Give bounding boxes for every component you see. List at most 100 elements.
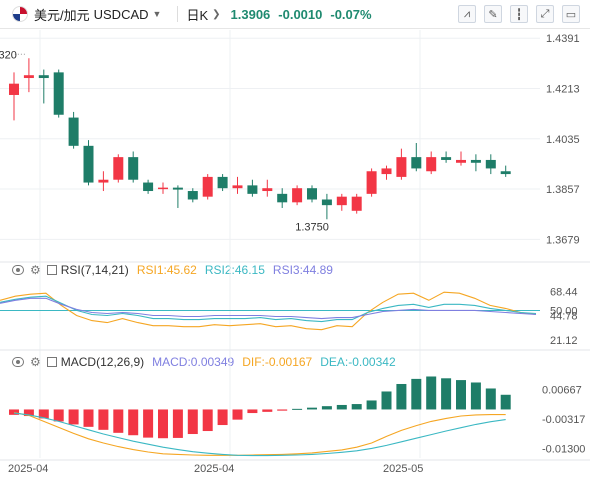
rsi-line-2 [0,295,537,323]
rsi3-value: RSI3:44.89 [272,263,333,277]
candle-body [128,157,139,180]
fullscreen-icon[interactable]: ⤢ [536,5,554,23]
macd-histogram-bar [83,409,94,427]
candle-body [321,199,332,206]
high-annotation: 1.4320 [0,49,17,61]
eye-icon[interactable] [12,357,24,367]
macd-histogram-bar [351,404,362,410]
candle-body [143,182,154,192]
candle-body [456,159,466,163]
candle-body [68,117,79,146]
macd-histogram-bar [277,409,288,411]
period-chevron-icon[interactable]: ❯ [212,8,221,20]
macd-tick-label: -0.01300 [542,443,585,455]
rsi1-value: RSI1:45.62 [136,263,197,277]
candle-body [202,176,213,197]
x-axis-date-label: 2025-04 [194,463,234,475]
candle-body [187,191,198,200]
low-annotation: 1.3750 [295,221,329,233]
macd-histogram-bar [128,409,139,436]
rsi-tick-label: 68.44 [550,287,578,299]
toolbar: ⩘ ✎ ┇ ⤢ ▭ [458,5,580,23]
rsi-legend: ⚙ RSI(7,14,21) RSI1:45.62 RSI2:46.15 RSI… [12,263,341,277]
dea-value: DEA:-0.00342 [320,355,396,369]
x-axis-date-label: 2025-05 [383,463,423,475]
dif-line [13,411,506,456]
price-tick-label: 1.3679 [546,234,580,246]
price-change-percent: -0.07% [330,6,372,22]
more-icon[interactable]: ▭ [562,5,580,23]
symbol-cn[interactable]: 美元/加元 [34,7,90,23]
candle-body [158,187,168,190]
macd-tick-label: -0.00317 [542,414,585,426]
candle-body [351,196,362,211]
candle-body [23,75,34,79]
period-selector[interactable]: 日K [186,7,209,23]
candle-body [38,75,49,79]
macd-histogram-bar [262,409,273,412]
macd-histogram-bar [500,394,511,410]
gear-icon[interactable]: ⚙ [30,263,41,277]
candle-body [172,187,183,190]
candle-body [98,179,109,183]
macd-histogram-bar [113,409,124,433]
draw-icon[interactable]: ✎ [484,5,502,23]
candle-body [247,185,258,194]
dif-value: DIF:-0.00167 [242,355,313,369]
x-axis-date-label: 2025-04 [8,463,48,475]
candle-body [336,196,347,206]
macd-histogram-bar [396,383,407,410]
candle-body [366,171,377,194]
last-price: 1.3906 [230,6,271,22]
macd-histogram-bar [470,382,481,410]
macd-histogram-bar [381,391,392,410]
price-tick-label: 1.4213 [546,83,580,95]
macd-histogram-bar [202,409,213,432]
candle-body [396,157,407,177]
candle-body [217,176,228,189]
rsi-tick-label: 50.00 [550,305,578,317]
macd-histogram-bar [143,409,154,438]
macd-histogram-bar [38,409,49,419]
price-change: -0.0010 [278,6,323,22]
eye-icon[interactable] [12,265,24,275]
candle-body [232,185,243,189]
rsi2-value: RSI2:46.15 [204,263,265,277]
candle-body [426,157,437,172]
macd-histogram-bar [426,376,437,410]
rsi-tick-label: 44.78 [550,311,578,323]
macd-histogram-bar [232,409,243,420]
candle-body [262,188,273,192]
candle-body [307,188,317,200]
macd-tick-label: 0.00667 [542,384,582,396]
checkbox-icon[interactable] [46,265,57,275]
rsi-line-3 [0,297,537,320]
candle-body [9,83,19,95]
macd-histogram-bar [247,409,258,414]
line-chart-icon[interactable]: ⩘ [458,5,476,23]
macd-histogram-bar [336,404,347,410]
macd-histogram-bar [217,409,228,426]
candle-settings-icon[interactable]: ┇ [510,5,528,23]
gear-icon[interactable]: ⚙ [30,355,41,369]
symbol-dropdown-icon[interactable]: ▼ [152,9,162,19]
symbol-en[interactable]: USDCAD [93,6,149,22]
macd-histogram-bar [441,378,452,410]
macd-histogram-bar [411,378,422,410]
checkbox-icon[interactable] [46,357,57,367]
usd-flag-icon [12,6,28,22]
candle-body [277,193,288,203]
candle-body [53,72,64,115]
dea-line [13,412,506,457]
candle-body [470,159,481,163]
quote-header: 美元/加元 USDCAD ▼ 日K ❯ 1.3906 -0.0010 -0.07… [0,0,590,29]
macd-histogram-bar [172,409,183,438]
divider [177,6,179,22]
macd-histogram-bar [292,408,303,410]
candle-body [500,171,511,175]
rsi-title: RSI(7,14,21) [60,263,129,277]
macd-histogram-bar [158,409,168,439]
candle-body [381,168,392,175]
macd-title: MACD(12,26,9) [60,355,145,369]
